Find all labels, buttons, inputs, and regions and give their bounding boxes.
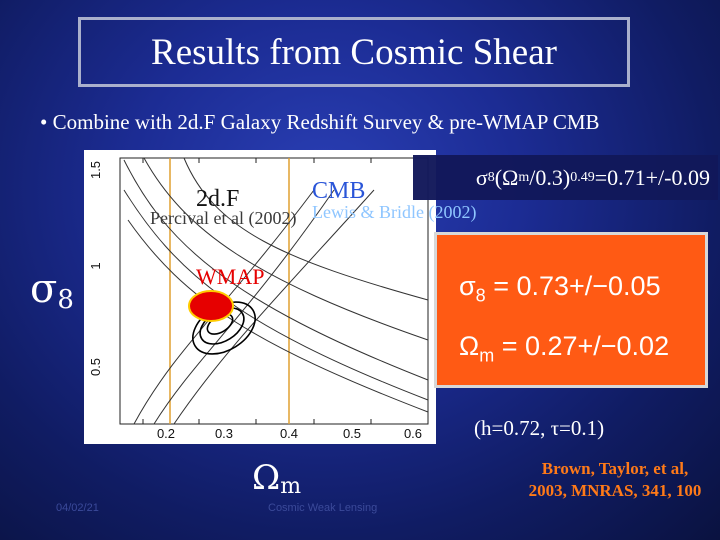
- y-tick-labels: 0.5 1 1.5: [88, 161, 103, 376]
- sigma8-symbol: σ: [459, 271, 476, 301]
- formula-value: =0.71+/-0.09: [594, 164, 710, 190]
- lensing-bands: [133, 189, 375, 425]
- 2df-label: 2d.F: [196, 186, 240, 212]
- formula-sub-m: m: [518, 169, 530, 185]
- x-tick-0: 0.2: [157, 426, 175, 441]
- y-axis-sub: 8: [57, 285, 74, 315]
- omega-sub: m: [479, 345, 495, 366]
- wmap-region: [188, 290, 234, 322]
- plot-frame: [119, 157, 429, 425]
- slide-title-box: Results from Cosmic Shear: [78, 17, 630, 87]
- y-tick-2: 1.5: [88, 161, 103, 179]
- x-ticks: [142, 158, 372, 424]
- omega-symbol: Ω: [459, 331, 480, 361]
- footer-date: 04/02/21: [56, 502, 99, 514]
- bullet-point: • Combine with 2d.F Galaxy Redshift Surv…: [40, 110, 600, 134]
- y-axis-symbol: σ: [30, 266, 58, 312]
- sigma8-value: = 0.73+/−0.05: [485, 271, 661, 301]
- contour-plot-svg: 0.2 0.3 0.4 0.5 0.6 0.5 1 1.5: [88, 157, 429, 441]
- omega-result: Ωm = 0.27+/−0.02: [459, 331, 669, 366]
- formula-exponent: 0.49: [570, 169, 595, 185]
- slide-title: Results from Cosmic Shear: [151, 31, 557, 73]
- sigma8-sub: 8: [475, 285, 486, 306]
- percival-label: Percival et al (2002): [150, 208, 297, 228]
- y-tick-0: 0.5: [88, 358, 103, 376]
- x-tick-4: 0.6: [404, 426, 422, 441]
- citation-line-2: 2003, MNRAS, 341, 100: [528, 481, 702, 501]
- formula-sigma: σ: [475, 164, 488, 190]
- cmb-label: CMB: [312, 178, 366, 204]
- citation-line-1: Brown, Taylor, et al,: [541, 459, 689, 478]
- result-box: σ8 = 0.73+/−0.05 Ωm = 0.27+/−0.02: [434, 232, 708, 388]
- lewis-bridle-label: Lewis & Bridle (2002): [312, 202, 477, 222]
- footer-title: Cosmic Weak Lensing: [268, 502, 378, 514]
- formula-sub-8: 8: [487, 169, 495, 185]
- formula-omega: (Ω: [494, 164, 519, 190]
- x-axis-symbol: Ω: [252, 458, 281, 498]
- x-tick-2: 0.4: [280, 426, 298, 441]
- formula-divisor: /0.3): [529, 164, 571, 190]
- y-tick-1: 1: [88, 262, 103, 269]
- omega-value: = 0.27+/−0.02: [494, 331, 670, 361]
- contour-plot: 0.2 0.3 0.4 0.5 0.6 0.5 1 1.5: [84, 150, 436, 444]
- x-axis-label: Ωm: [252, 458, 301, 499]
- x-axis-sub: m: [280, 474, 302, 499]
- formula-box: σ 8 (Ω m/0.3) 0.49 =0.71+/-0.09: [413, 155, 718, 200]
- y-axis-label: σ8: [30, 266, 74, 315]
- x-tick-labels: 0.2 0.3 0.4 0.5 0.6: [157, 426, 422, 441]
- wmap-label: WMAP: [196, 264, 265, 289]
- cosmology-params: (h=0.72, τ=0.1): [474, 416, 605, 440]
- x-tick-3: 0.5: [343, 426, 361, 441]
- sigma8-result: σ8 = 0.73+/−0.05: [459, 271, 661, 306]
- x-tick-1: 0.3: [215, 426, 233, 441]
- citation: Brown, Taylor, et al, 2003, MNRAS, 341, …: [505, 458, 720, 502]
